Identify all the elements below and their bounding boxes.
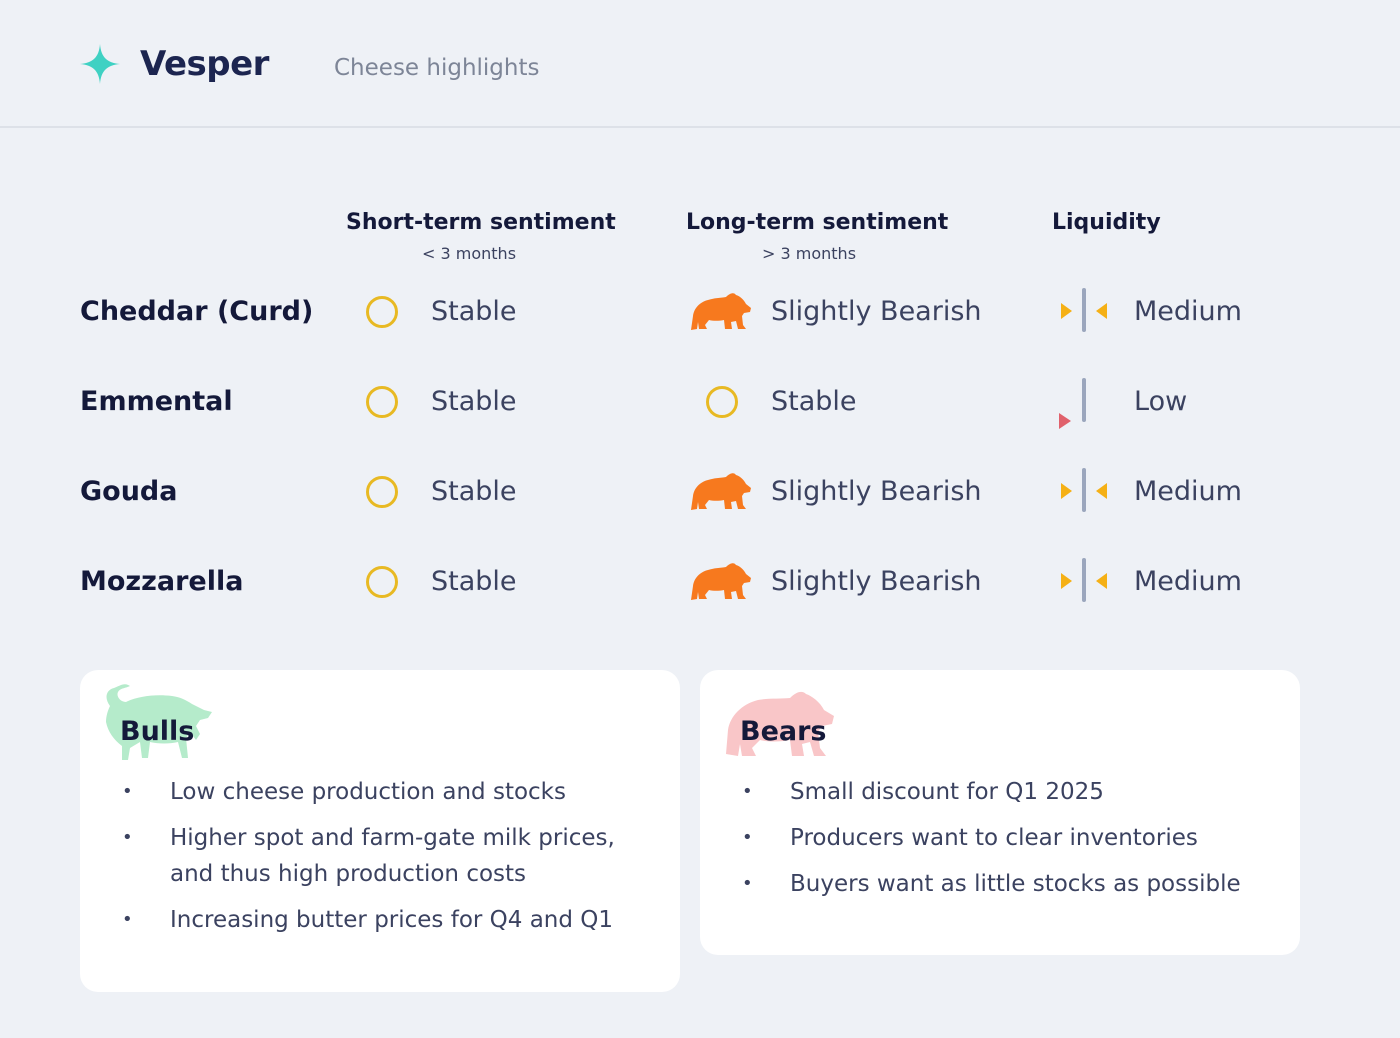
neutral-circle-icon	[706, 386, 738, 418]
list-item: Buyers want as little stocks as possible	[740, 866, 1280, 902]
bulls-card: Bulls Low cheese production and stocks H…	[80, 670, 680, 992]
short-term-value: Stable	[431, 566, 517, 597]
neutral-circle-icon	[366, 476, 398, 508]
long-term-header: Long-term sentiment	[686, 210, 949, 235]
bear-icon	[691, 293, 751, 330]
long-term-value: Slightly Bearish	[771, 566, 982, 597]
liquidity-value: Low	[1134, 386, 1188, 417]
bears-title: Bears	[740, 716, 827, 747]
long-term-value: Slightly Bearish	[771, 296, 982, 327]
top-header: Vesper Cheese highlights	[0, 0, 1400, 128]
long-term-value: Slightly Bearish	[771, 476, 982, 507]
bears-list: Small discount for Q1 2025 Producers wan…	[740, 774, 1280, 912]
liquidity-value: Medium	[1134, 476, 1242, 507]
row-name: Cheddar (Curd)	[80, 296, 314, 327]
list-item: Higher spot and farm-gate milk prices, a…	[120, 820, 660, 892]
bulls-title: Bulls	[120, 716, 195, 747]
bear-icon	[691, 563, 751, 600]
neutral-circle-icon	[366, 386, 398, 418]
row-name: Mozzarella	[80, 566, 244, 597]
bear-icon	[691, 473, 751, 510]
liquidity-medium-icon	[1061, 288, 1107, 332]
list-item: Small discount for Q1 2025	[740, 774, 1280, 810]
short-term-value: Stable	[431, 476, 517, 507]
short-term-value: Stable	[431, 296, 517, 327]
liquidity-value: Medium	[1134, 566, 1242, 597]
row-name: Emmental	[80, 386, 233, 417]
sparkle-icon	[80, 44, 120, 84]
list-item: Low cheese production and stocks	[120, 774, 660, 810]
short-term-subheader: < 3 months	[422, 244, 517, 263]
page-subtitle: Cheese highlights	[334, 55, 540, 81]
bears-card: Bears Small discount for Q1 2025 Produce…	[700, 670, 1300, 955]
bear-icon	[726, 691, 834, 756]
neutral-circle-icon	[366, 296, 398, 328]
long-term-value: Stable	[771, 386, 857, 417]
row-name: Gouda	[80, 476, 178, 507]
short-term-value: Stable	[431, 386, 517, 417]
short-term-header: Short-term sentiment	[346, 210, 616, 235]
bulls-list: Low cheese production and stocks Higher …	[120, 774, 660, 948]
brand-name[interactable]: Vesper	[140, 44, 269, 84]
liquidity-medium-icon	[1061, 468, 1107, 512]
liquidity-value: Medium	[1134, 296, 1242, 327]
liquidity-low-icon	[1059, 378, 1086, 429]
long-term-subheader: > 3 months	[762, 244, 857, 263]
bull-icon	[106, 684, 212, 760]
list-item: Producers want to clear inventories	[740, 820, 1280, 856]
liquidity-medium-icon	[1061, 558, 1107, 602]
neutral-circle-icon	[366, 566, 398, 598]
liquidity-header: Liquidity	[1052, 210, 1161, 235]
list-item: Increasing butter prices for Q4 and Q1	[120, 902, 660, 938]
